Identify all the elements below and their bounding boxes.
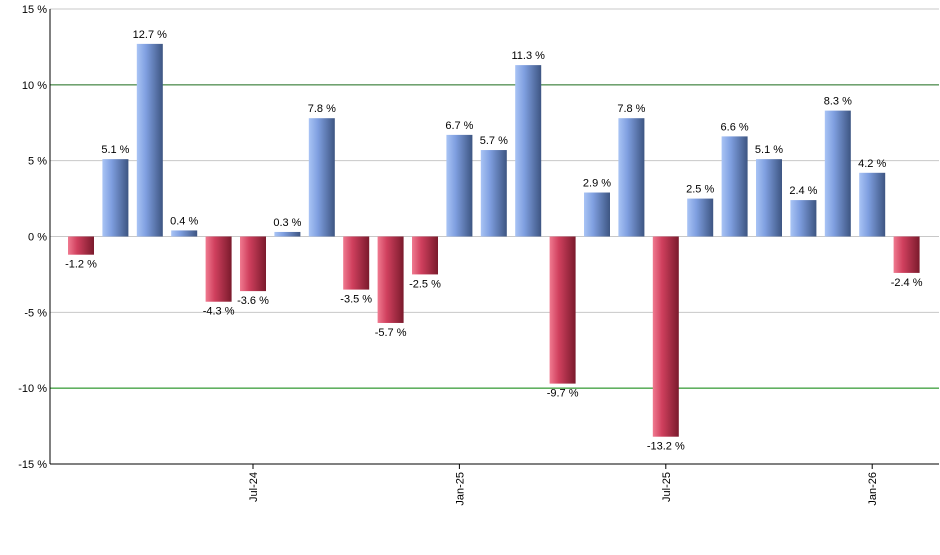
- data-label: -13.2 %: [647, 441, 685, 453]
- y-tick-label: -15 %: [18, 459, 47, 471]
- bar: [549, 236, 576, 384]
- data-label: -4.3 %: [203, 306, 235, 318]
- bar: [480, 150, 507, 237]
- data-label: -2.5 %: [409, 278, 441, 290]
- data-label: -2.4 %: [891, 277, 923, 289]
- data-label: 11.3 %: [511, 50, 545, 62]
- bar: [68, 236, 94, 255]
- bar: [240, 236, 266, 292]
- data-label: -3.5 %: [340, 294, 372, 306]
- bar: [102, 159, 129, 237]
- bar: [171, 230, 198, 237]
- data-label: 5.1 %: [101, 144, 129, 156]
- x-tick-label: Jul-25: [661, 472, 673, 502]
- data-label: 2.5 %: [686, 184, 714, 196]
- bar: [618, 118, 645, 237]
- data-label: 6.7 %: [445, 120, 473, 132]
- data-label: 8.3 %: [824, 96, 852, 108]
- data-label: -9.7 %: [547, 388, 579, 400]
- data-label: 5.7 %: [480, 135, 508, 147]
- bar: [136, 43, 163, 237]
- bar: [652, 236, 679, 437]
- y-tick-label: 10 %: [22, 80, 47, 92]
- axes: 15 % 10 % 5 % 0 % -5 % -10 % -15 % Jul-24 Jan-25…: [18, 4, 939, 506]
- bar: [412, 236, 438, 275]
- bar: [790, 200, 817, 237]
- data-label: 2.9 %: [583, 178, 611, 190]
- y-tick-label: -5 %: [24, 307, 47, 319]
- data-label: -1.2 %: [65, 259, 97, 271]
- data-label: 4.2 %: [858, 158, 886, 170]
- data-label: 0.3 %: [273, 217, 301, 229]
- bar: [824, 110, 851, 237]
- bar: [893, 236, 920, 273]
- data-label: 12.7 %: [133, 29, 167, 41]
- y-tick-label: 0 %: [28, 232, 47, 244]
- bar: [859, 172, 886, 237]
- x-tick-label: Jul-24: [248, 472, 260, 502]
- data-label: 7.8 %: [617, 103, 645, 115]
- y-tick-label: -10 %: [18, 383, 47, 395]
- bar: [687, 198, 714, 237]
- bar: [308, 118, 335, 237]
- y-tick-label: 15 %: [22, 4, 47, 16]
- bar: [446, 134, 473, 237]
- x-tick-label: Jan-25: [454, 472, 466, 506]
- x-tick-label: Jan-26: [867, 472, 879, 506]
- data-label: 7.8 %: [308, 103, 336, 115]
- bar: [274, 231, 301, 237]
- bar: [343, 236, 370, 290]
- data-label: 5.1 %: [755, 144, 783, 156]
- bar: [377, 236, 404, 323]
- data-label: 0.4 %: [170, 215, 198, 227]
- bar: [721, 136, 748, 237]
- bar: [515, 65, 542, 237]
- data-label: -3.6 %: [237, 295, 269, 307]
- y-tick-label: 5 %: [28, 156, 47, 168]
- data-label: 2.4 %: [789, 185, 817, 197]
- bars: -1.2 % 5.1 % 12.7 % 0.4 % -4.3 %-3.6 % 0.3 % 7…: [65, 29, 923, 453]
- data-label: 6.6 %: [721, 121, 749, 133]
- data-label: -5.7 %: [375, 327, 407, 339]
- bar: [584, 192, 610, 237]
- bar: [205, 236, 232, 302]
- bar: [756, 159, 782, 237]
